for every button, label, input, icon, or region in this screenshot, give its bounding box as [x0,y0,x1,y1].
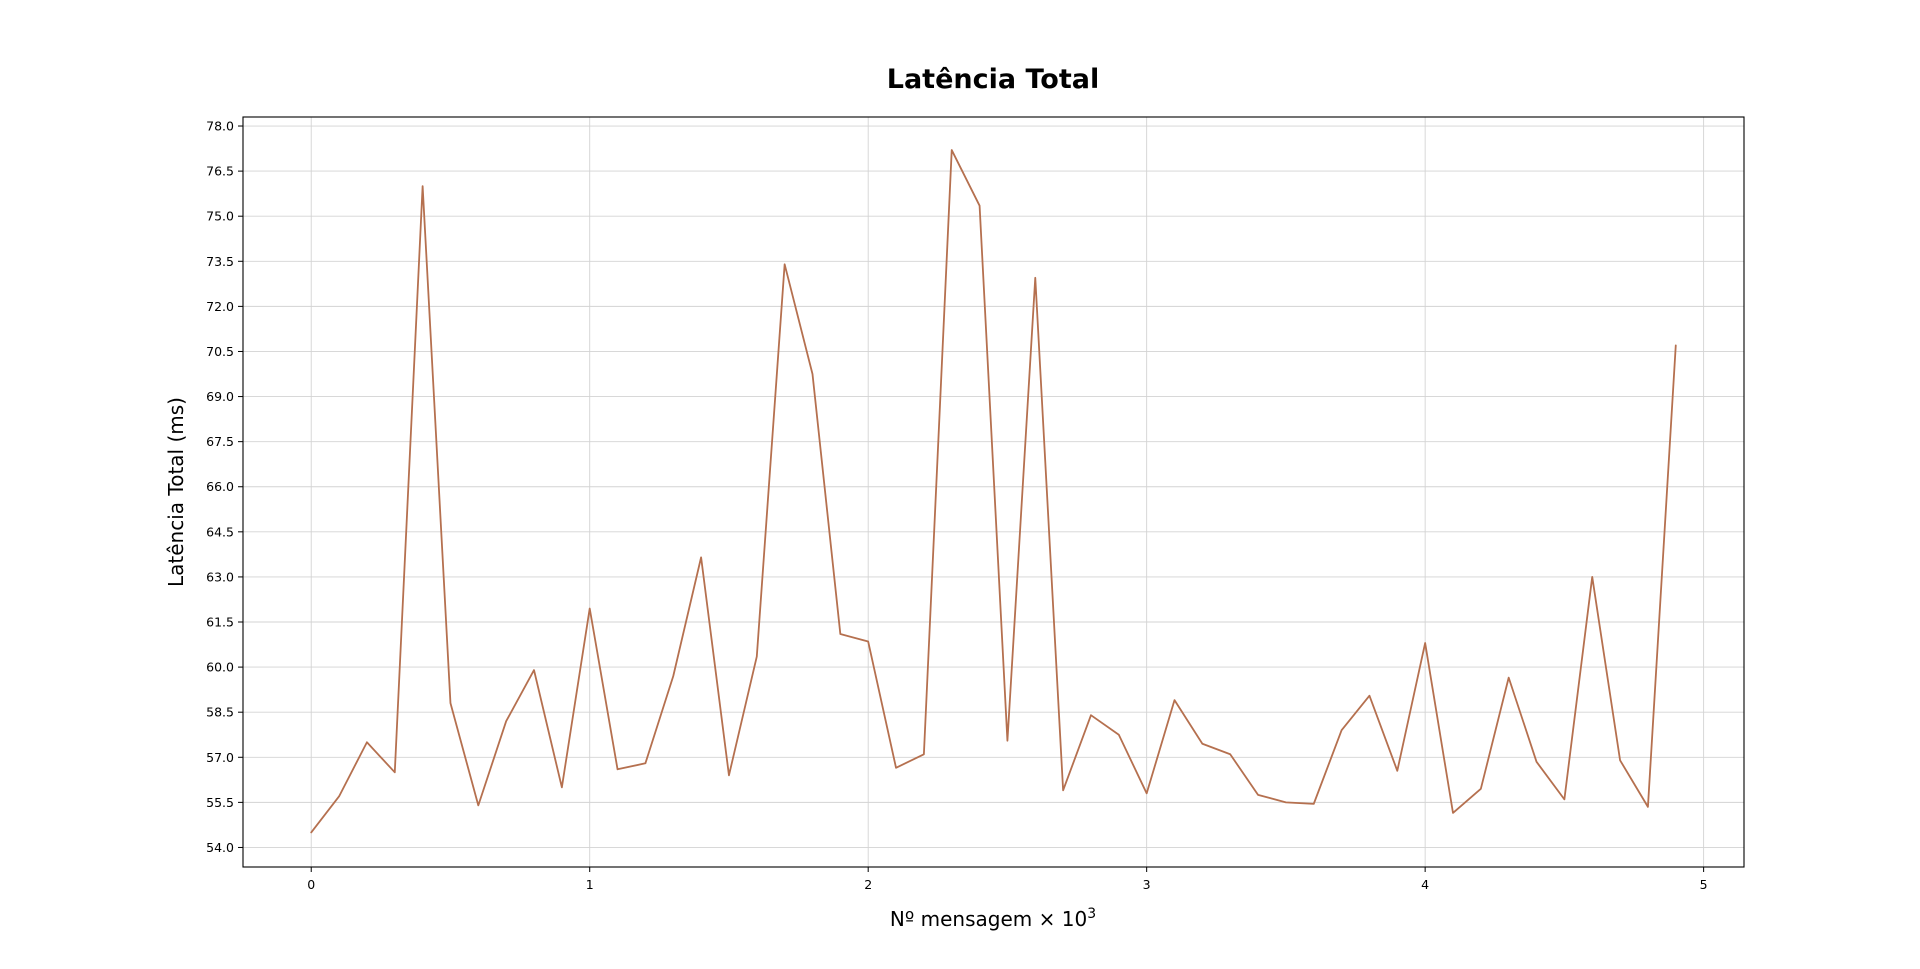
y-tick-label: 67.5 [206,434,234,449]
x-axis-label-text: Nº mensagem × 10 [890,907,1087,931]
y-tick-label: 69.0 [206,389,234,404]
y-tick-label: 76.5 [206,164,234,179]
y-tick-label: 57.0 [206,750,234,765]
y-tick-label: 66.0 [206,479,234,494]
x-tick-label: 2 [864,877,872,892]
grid [243,117,1744,867]
x-tick-label: 4 [1421,877,1429,892]
plot-frame [242,116,1745,868]
x-tick-label: 3 [1143,877,1151,892]
x-tick-label: 0 [307,877,315,892]
y-tick-label: 61.5 [206,615,234,630]
x-tick-label: 1 [586,877,594,892]
chart-title: Latência Total [887,64,1100,95]
x-tick-label: 5 [1700,877,1708,892]
y-tick-label: 73.5 [206,254,234,269]
y-axis-label: Latência Total (ms) [164,397,188,587]
x-axis-label-exponent: 3 [1087,906,1096,922]
y-tick-label: 64.5 [206,524,234,539]
y-tick-label: 63.0 [206,569,234,584]
y-tick-label: 54.0 [206,840,234,855]
y-tick-label: 78.0 [206,119,234,134]
y-tick-label: 75.0 [206,209,234,224]
y-tick-label: 60.0 [206,660,234,675]
series-layer [310,149,1677,834]
y-tick-label: 70.5 [206,344,234,359]
y-tick-label: 55.5 [206,795,234,810]
ticks: 0 1 2 3 4 5 54.0 55.5 57.0 58.5 60.0 61.5 63.0 64.5 66… [206,119,1707,892]
y-tick-label: 58.5 [206,705,234,720]
plot-area-background [243,117,1744,867]
x-axis-label: Nº mensagem × 103 [890,906,1096,931]
y-tick-label: 72.0 [206,299,234,314]
series-line [310,149,1677,834]
